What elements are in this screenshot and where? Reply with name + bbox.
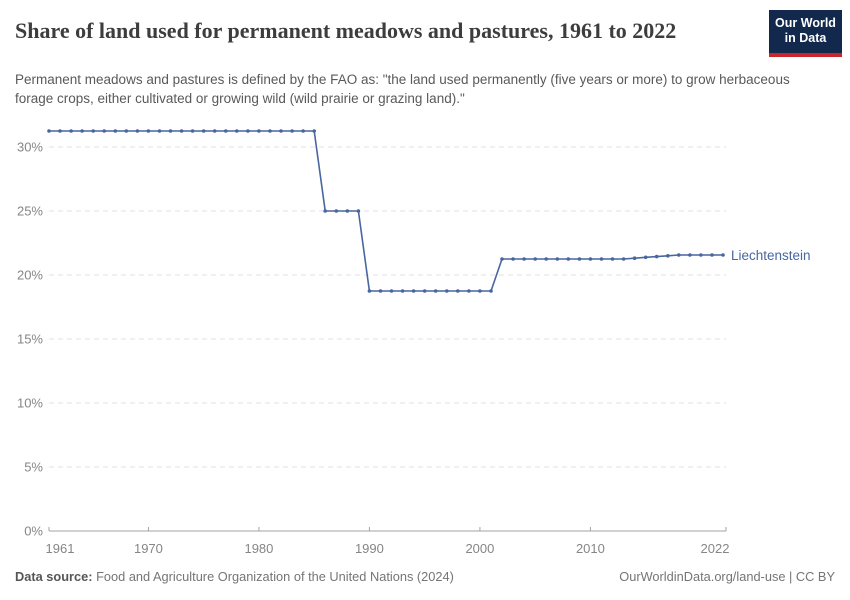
svg-text:1990: 1990: [355, 541, 384, 556]
svg-text:1980: 1980: [244, 541, 273, 556]
owid-logo[interactable]: Our World in Data: [769, 10, 842, 57]
svg-text:5%: 5%: [24, 460, 43, 475]
footer-rights-link[interactable]: OurWorldinData.org/land-use | CC BY: [619, 569, 835, 584]
svg-text:20%: 20%: [17, 268, 43, 283]
owid-logo-line2: in Data: [784, 31, 827, 45]
svg-text:25%: 25%: [17, 204, 43, 219]
svg-text:2022: 2022: [701, 541, 730, 556]
svg-text:2000: 2000: [465, 541, 494, 556]
svg-text:2010: 2010: [576, 541, 605, 556]
series-end-label[interactable]: Liechtenstein: [731, 247, 811, 263]
data-source-label: Data source:: [15, 569, 93, 584]
svg-text:10%: 10%: [17, 396, 43, 411]
svg-text:1961: 1961: [46, 541, 75, 556]
svg-text:0%: 0%: [24, 524, 43, 539]
data-source: Data source: Food and Agriculture Organi…: [15, 568, 454, 585]
svg-text:30%: 30%: [17, 140, 43, 155]
chart-subtitle: Permanent meadows and pastures is define…: [15, 72, 790, 106]
svg-text:1970: 1970: [134, 541, 163, 556]
data-source-text: Food and Agriculture Organization of the…: [96, 569, 454, 584]
svg-text:15%: 15%: [17, 332, 43, 347]
page-title: Share of land used for permanent meadows…: [15, 18, 677, 43]
chart-footer: Data source: Food and Agriculture Organi…: [15, 568, 835, 585]
owid-logo-line1: Our World: [775, 16, 836, 30]
